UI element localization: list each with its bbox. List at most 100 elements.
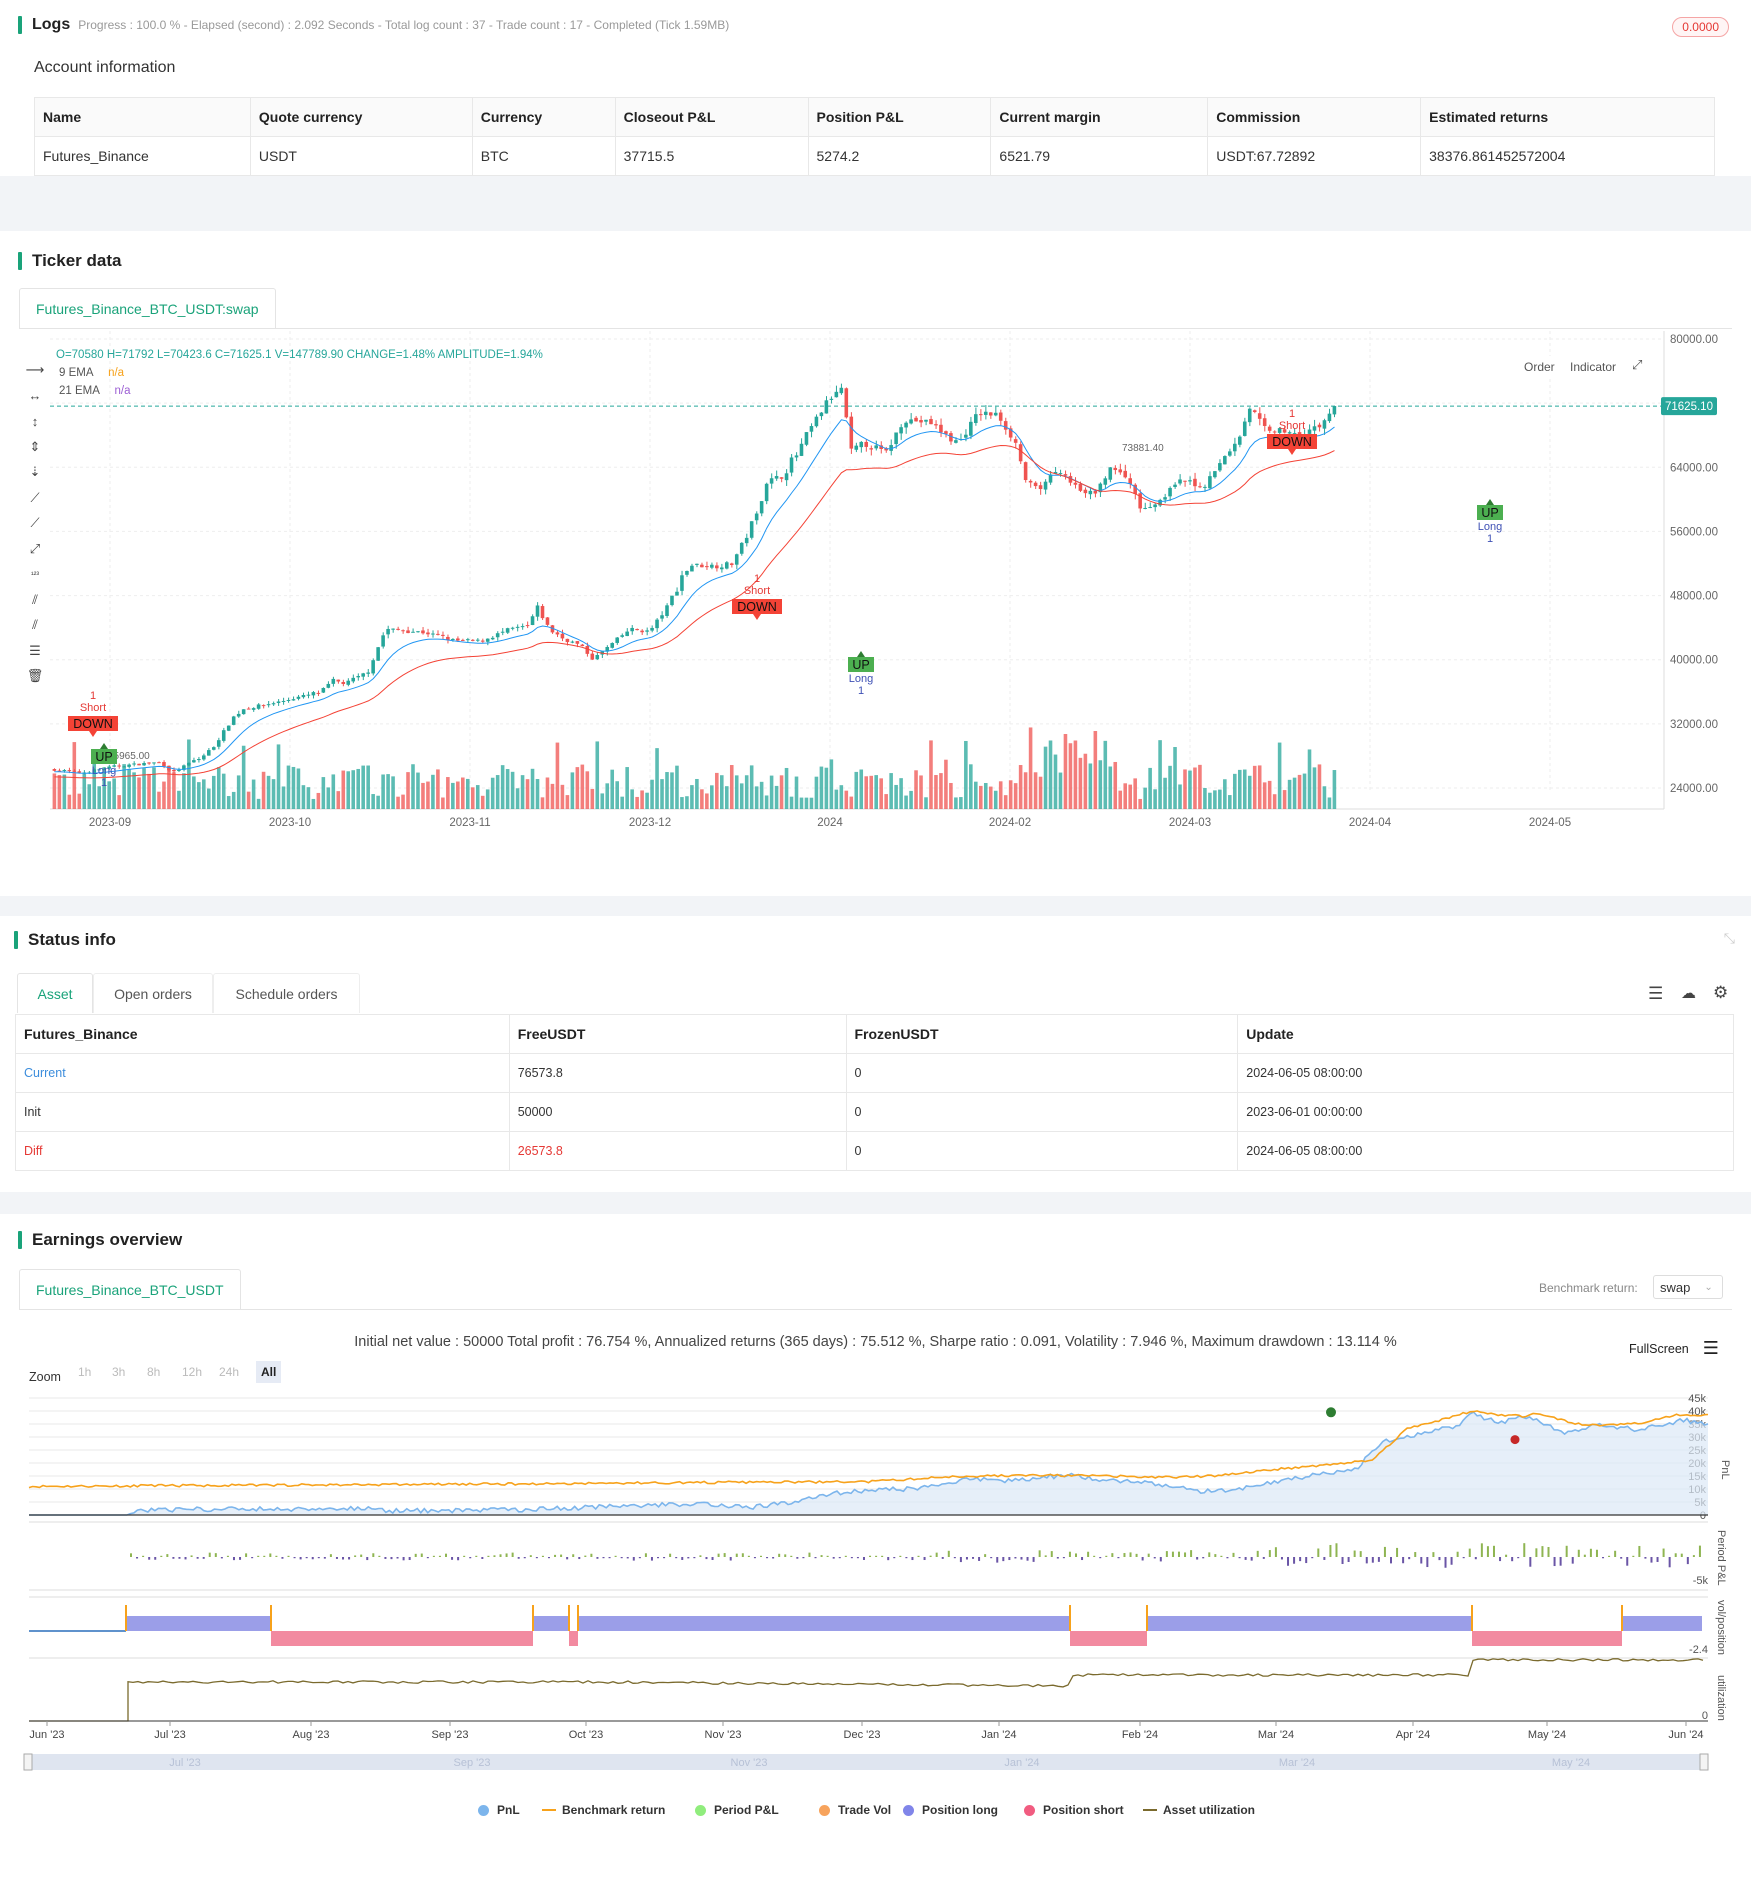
candle-body xyxy=(969,421,973,436)
period-pnl-bar xyxy=(469,1557,472,1559)
volume-bar xyxy=(211,775,216,809)
candle-body xyxy=(680,575,684,591)
x-tick-label: Oct '23 xyxy=(569,1729,604,1741)
candle-body xyxy=(182,765,186,770)
extended-line-icon[interactable]: ⤢ xyxy=(29,540,41,556)
long-count-label: 1 xyxy=(101,777,107,789)
period-pnl-bar xyxy=(832,1557,835,1559)
period-pnl-bar xyxy=(1087,1551,1090,1557)
period-pnl-bar xyxy=(596,1557,599,1559)
trash-icon[interactable]: 🗑 xyxy=(26,668,44,683)
benchmark-label: Benchmark return: xyxy=(1539,1281,1638,1295)
legend-item[interactable]: Trade Vol xyxy=(819,1803,891,1817)
legend-item[interactable]: Position short xyxy=(1024,1803,1124,1817)
zoom-option[interactable]: 3h xyxy=(112,1365,126,1379)
fib-retracement-icon[interactable]: ☰ xyxy=(29,642,41,658)
volume-bar xyxy=(829,759,834,809)
horizontal-ray-icon[interactable]: ⟶ xyxy=(25,362,45,377)
zoom-option[interactable]: 8h xyxy=(147,1365,161,1379)
earnings-chart[interactable]: 45k40k35k30k25k20k15k10k5k0PnL-5kPeriod … xyxy=(0,1390,1751,1870)
candle-body xyxy=(147,762,151,764)
period-pnl-bar xyxy=(1517,1557,1520,1559)
candle-body xyxy=(799,443,804,456)
period-pnl-bar xyxy=(1662,1548,1665,1557)
period-pnl-bar xyxy=(1117,1557,1120,1559)
trend-line-icon[interactable]: ⟋ xyxy=(30,489,40,505)
legend-item[interactable]: Benchmark return xyxy=(542,1803,665,1817)
period-pnl-bar xyxy=(1238,1557,1241,1559)
gear-icon[interactable]: ⚙ xyxy=(1713,983,1729,1002)
fib-levels-icon[interactable]: ¹²³ xyxy=(31,569,39,579)
volume-bar xyxy=(376,795,380,809)
volume-bar xyxy=(117,795,121,809)
period-pnl-bar xyxy=(784,1554,787,1557)
tab-asset[interactable]: Asset xyxy=(17,973,93,1013)
candle-body xyxy=(1088,490,1093,495)
utilization-line xyxy=(29,1658,1704,1722)
ray-line-icon[interactable]: ⟋ xyxy=(30,515,40,530)
zoom-option[interactable]: 12h xyxy=(182,1365,203,1379)
position-long-block xyxy=(1147,1616,1472,1631)
vertical-line-icon[interactable]: ↕ xyxy=(31,413,39,429)
collapse-icon[interactable]: ⤡ xyxy=(1723,930,1735,946)
status-cell: 0 xyxy=(845,1053,1239,1093)
pitchfork-icon[interactable]: ⫽ xyxy=(32,617,38,632)
tab-ticker-symbol[interactable]: Futures_Binance_BTC_USDT:swap xyxy=(19,288,276,328)
expand-icon[interactable]: ⤢ xyxy=(1632,357,1643,372)
benchmark-line xyxy=(28,1410,1709,1489)
candle-body xyxy=(271,703,276,705)
price-range-icon[interactable]: ⇣ xyxy=(29,464,41,479)
fullscreen-button[interactable]: FullScreen ☰ xyxy=(1629,1338,1719,1359)
period-pnl-bar xyxy=(1171,1551,1174,1557)
volume-bar xyxy=(929,740,933,809)
volume-bar xyxy=(739,783,744,809)
volume-bar xyxy=(605,783,610,809)
candle-body xyxy=(1178,479,1182,484)
volume-bar xyxy=(695,778,699,809)
benchmark-select[interactable]: swap ⌄ xyxy=(1653,1275,1723,1299)
logs-badge[interactable]: 0.0000 xyxy=(1672,17,1729,37)
period-pnl-bar xyxy=(1032,1557,1035,1562)
candle-body xyxy=(396,628,400,630)
zoom-option[interactable]: All xyxy=(256,1361,282,1383)
volume-bar xyxy=(271,779,276,809)
volume-bar xyxy=(1233,773,1237,809)
zoom-option[interactable]: 1h xyxy=(78,1365,92,1379)
volume-bar xyxy=(724,786,729,809)
horizontal-line-icon[interactable]: ↔ xyxy=(28,388,42,403)
candle-body xyxy=(1128,478,1132,484)
period-pnl-bar xyxy=(1135,1553,1138,1557)
volume-bar xyxy=(944,759,948,809)
legend-item[interactable]: Period P&L xyxy=(695,1803,779,1817)
legend-item[interactable]: PnL xyxy=(478,1803,520,1817)
period-pnl-bar xyxy=(1105,1555,1108,1557)
zoom-option[interactable]: 24h xyxy=(219,1365,240,1379)
list-icon[interactable]: ☰ xyxy=(1648,984,1664,1003)
legend-label: Period P&L xyxy=(714,1803,779,1817)
position-short-block xyxy=(271,1631,533,1646)
cloud-download-icon[interactable]: ☁ xyxy=(1681,985,1696,1002)
volume-bar xyxy=(451,782,455,809)
volume-bar xyxy=(550,783,555,809)
status-card: Status info ⤡ Asset Open orders Schedule… xyxy=(0,916,1751,1192)
tab-earnings-symbol[interactable]: Futures_Binance_BTC_USDT xyxy=(19,1269,241,1309)
period-pnl-bar xyxy=(747,1555,750,1557)
candlestick-chart[interactable]: 80000.00 64000.00 56000.00 48000.00 40000.00… xyxy=(0,331,1751,891)
indicator-button[interactable]: Indicator xyxy=(1563,356,1624,378)
parallel-channel-icon[interactable]: ⫽ xyxy=(32,591,38,607)
candle-body xyxy=(500,631,505,633)
volume-bar xyxy=(281,786,286,809)
tab-schedule-orders[interactable]: Schedule orders xyxy=(213,973,360,1013)
order-button[interactable]: Order xyxy=(1517,356,1562,378)
candle-body xyxy=(1163,497,1167,500)
legend-item[interactable]: Position long xyxy=(903,1803,998,1817)
period-pnl-bar xyxy=(323,1557,326,1559)
period-pnl-bar xyxy=(753,1557,756,1559)
x-tick-label: Jun '24 xyxy=(1668,1729,1703,1741)
volume-bar xyxy=(919,775,923,809)
vertical-range-icon[interactable]: ⇕ xyxy=(29,438,41,454)
tab-open-orders[interactable]: Open orders xyxy=(93,973,213,1013)
legend-item[interactable]: Asset utilization xyxy=(1143,1803,1255,1817)
candle-body xyxy=(724,562,729,569)
volume-bar xyxy=(854,771,859,809)
